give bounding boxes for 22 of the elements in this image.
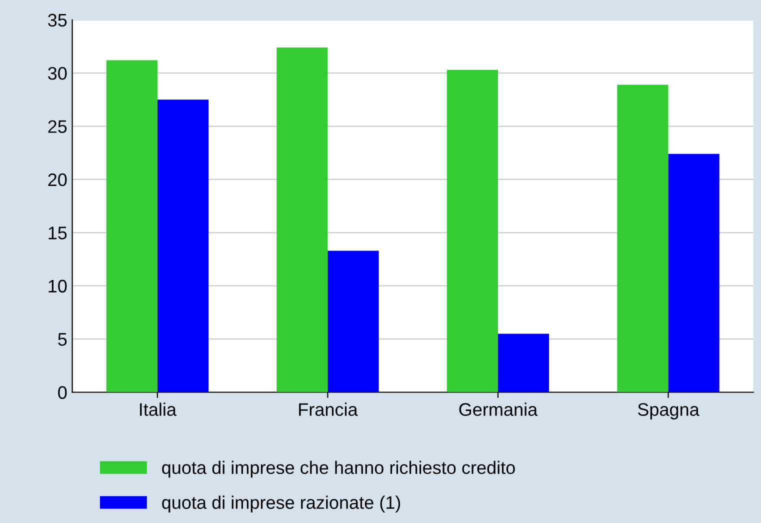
- y-tick-label: 30: [48, 67, 67, 80]
- bar: [276, 48, 328, 392]
- x-tick-label: Italia: [140, 402, 176, 416]
- bar: [617, 84, 668, 392]
- y-tick-label: 0: [58, 386, 67, 399]
- legend-label: quota di imprese che hanno richiesto credito: [162, 460, 515, 478]
- y-tick-label: 20: [48, 173, 67, 186]
- y-tick-label: 15: [48, 226, 67, 240]
- y-tick-label: 10: [48, 280, 67, 293]
- bar: [668, 154, 720, 392]
- x-tick-label: Germania: [459, 402, 538, 416]
- y-tick-label: 25: [48, 120, 67, 133]
- bar: [498, 334, 550, 392]
- y-tick-label: 35: [48, 14, 67, 27]
- legend-label: quota di imprese razionate (1): [162, 496, 400, 513]
- bar: [106, 60, 158, 392]
- bar: [328, 250, 379, 392]
- bar: [446, 70, 498, 392]
- y-tick-label: 5: [58, 333, 67, 346]
- x-tick-label: Francia: [299, 402, 358, 416]
- x-tick-label: Spagna: [638, 403, 700, 420]
- bar: [157, 100, 209, 392]
